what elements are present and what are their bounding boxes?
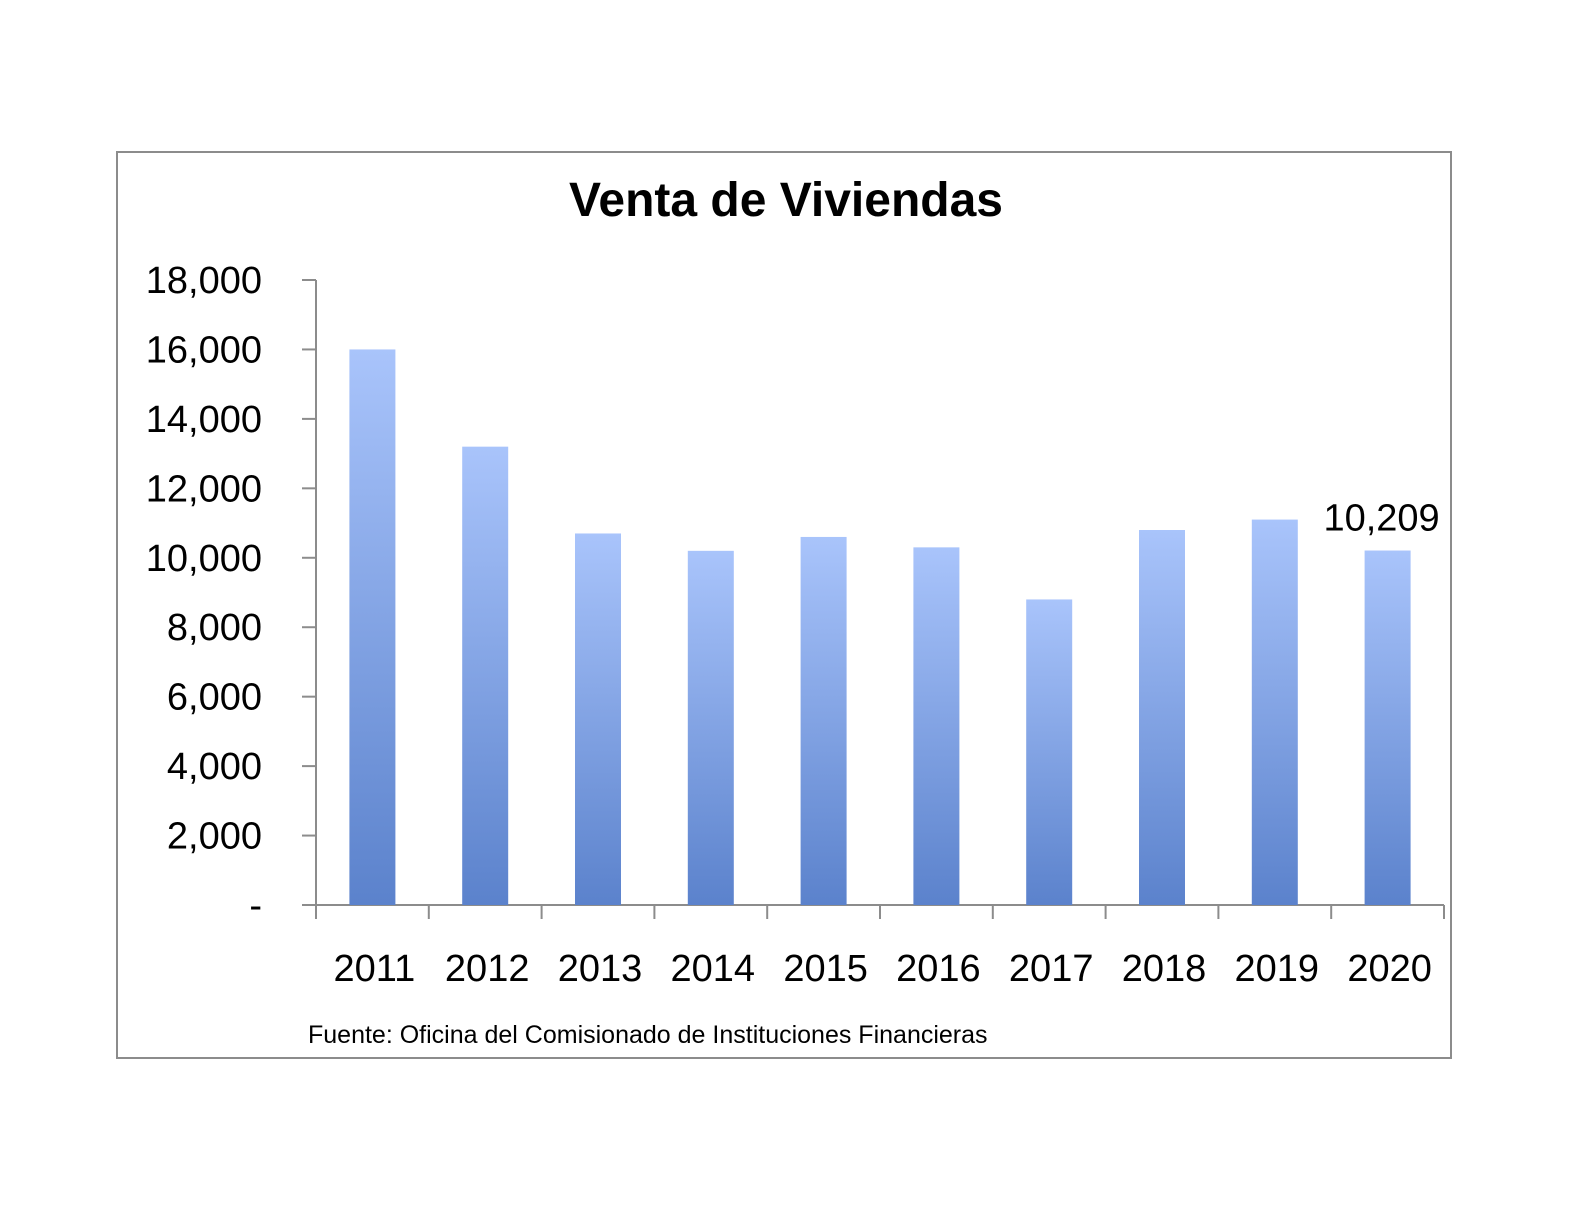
bar-2017 (1026, 599, 1073, 905)
source-note: Fuente: Oficina del Comisionado de Insti… (308, 1021, 988, 1049)
x-tick-label-2013: 2013 (558, 948, 643, 990)
bar-2014 (687, 550, 734, 905)
bar-2018 (1139, 530, 1185, 905)
bar-2011 (349, 349, 396, 905)
bar-chart: - 2,000 4,000 6,000 8,000 10,000 12,000 14,000 1… (146, 260, 1445, 990)
x-tick-label-2017: 2017 (1009, 948, 1094, 990)
x-tick-label-2015: 2015 (783, 948, 868, 990)
y-tick-label: 4,000 (167, 746, 262, 788)
bar-2019 (1251, 519, 1298, 905)
labels-group: - 2,000 4,000 6,000 8,000 10,000 12,000 14,000 1… (146, 260, 1440, 990)
bars-group (349, 349, 1411, 905)
x-tick-label-2019: 2019 (1235, 948, 1320, 990)
y-tick-label: 10,000 (146, 538, 262, 580)
x-tick-label-2016: 2016 (896, 948, 981, 990)
bar-2015 (800, 536, 847, 905)
bar-2012 (462, 446, 509, 905)
chart-frame: Venta de Viviendas - 2,000 4,000 6,000 8,000… (116, 151, 1452, 1059)
y-tick-label: 16,000 (146, 329, 262, 371)
x-tick-label-2012: 2012 (445, 948, 530, 990)
chart-title: Venta de Viviendas (569, 174, 1003, 227)
y-tick-label: 6,000 (167, 677, 262, 719)
y-tick-label: 18,000 (146, 260, 262, 302)
x-tick-label-2011: 2011 (334, 948, 416, 990)
bar-2016 (913, 547, 960, 905)
y-tick-label: 2,000 (167, 816, 262, 858)
y-tick-label: - (249, 885, 262, 927)
x-tick-label-2018: 2018 (1122, 948, 1207, 990)
x-tick-label-2020: 2020 (1347, 948, 1432, 990)
data-label-2020: 10,209 (1323, 498, 1439, 540)
y-tick-label: 8,000 (167, 607, 262, 649)
bar-2020 (1364, 550, 1411, 905)
y-tick-label: 12,000 (146, 468, 262, 510)
bar-2013 (575, 533, 621, 905)
x-tick-label-2014: 2014 (671, 948, 756, 990)
y-tick-label: 14,000 (146, 399, 262, 441)
